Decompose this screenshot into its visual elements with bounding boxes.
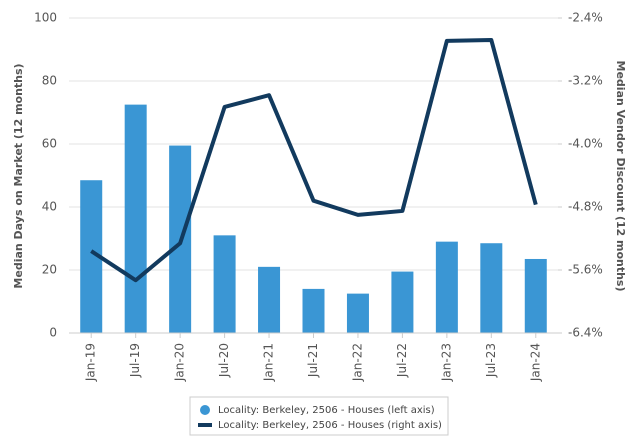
legend-marker (200, 405, 210, 415)
y2-tick-label: -4.8% (568, 200, 603, 214)
y2-tick-label: -2.4% (568, 11, 603, 25)
y-tick-label: 100 (34, 11, 57, 25)
bar (124, 104, 147, 333)
x-tick-label: Jan-24 (528, 343, 542, 382)
x-tick-label: Jul-22 (395, 343, 409, 378)
x-tick-label: Jan-20 (173, 343, 187, 382)
bar (346, 293, 369, 333)
bar (258, 266, 281, 333)
bar (302, 288, 325, 333)
y2-tick-label: -6.4% (568, 326, 603, 340)
y-tick-label: 0 (49, 326, 57, 340)
x-tick-label: Jan-21 (262, 343, 276, 382)
bar (391, 271, 414, 333)
x-tick-label: Jul-19 (128, 343, 142, 378)
bar (524, 258, 547, 333)
x-tick-label: Jan-19 (84, 343, 98, 382)
y-tick-label: 20 (42, 263, 57, 277)
y2-axis-title: Median Vendor Discount (12 months) (614, 61, 627, 292)
x-tick-label: Jul-20 (217, 343, 231, 378)
x-tick-label: Jan-23 (439, 343, 453, 382)
legend-label: Locality: Berkeley, 2506 - Houses (right… (218, 420, 442, 431)
y-axis-title: Median Days on Market (12 months) (12, 63, 25, 288)
x-tick-label: Jul-23 (484, 343, 498, 378)
bar (435, 241, 458, 333)
y-tick-label: 40 (42, 200, 57, 214)
y2-tick-label: -3.2% (568, 74, 603, 88)
y-tick-label: 60 (42, 137, 57, 151)
y2-tick-label: -5.6% (568, 263, 603, 277)
legend-box (189, 396, 449, 436)
x-tick-label: Jul-21 (306, 343, 320, 378)
bar (480, 243, 503, 333)
line (90, 38, 538, 283)
legend-label: Locality: Berkeley, 2506 - Houses (left … (218, 405, 435, 416)
bar (213, 235, 236, 333)
bar (80, 180, 103, 333)
x-tick-label: Jan-22 (350, 343, 364, 382)
y-tick-label: 80 (42, 74, 57, 88)
y2-tick-label: -4.0% (568, 137, 603, 151)
